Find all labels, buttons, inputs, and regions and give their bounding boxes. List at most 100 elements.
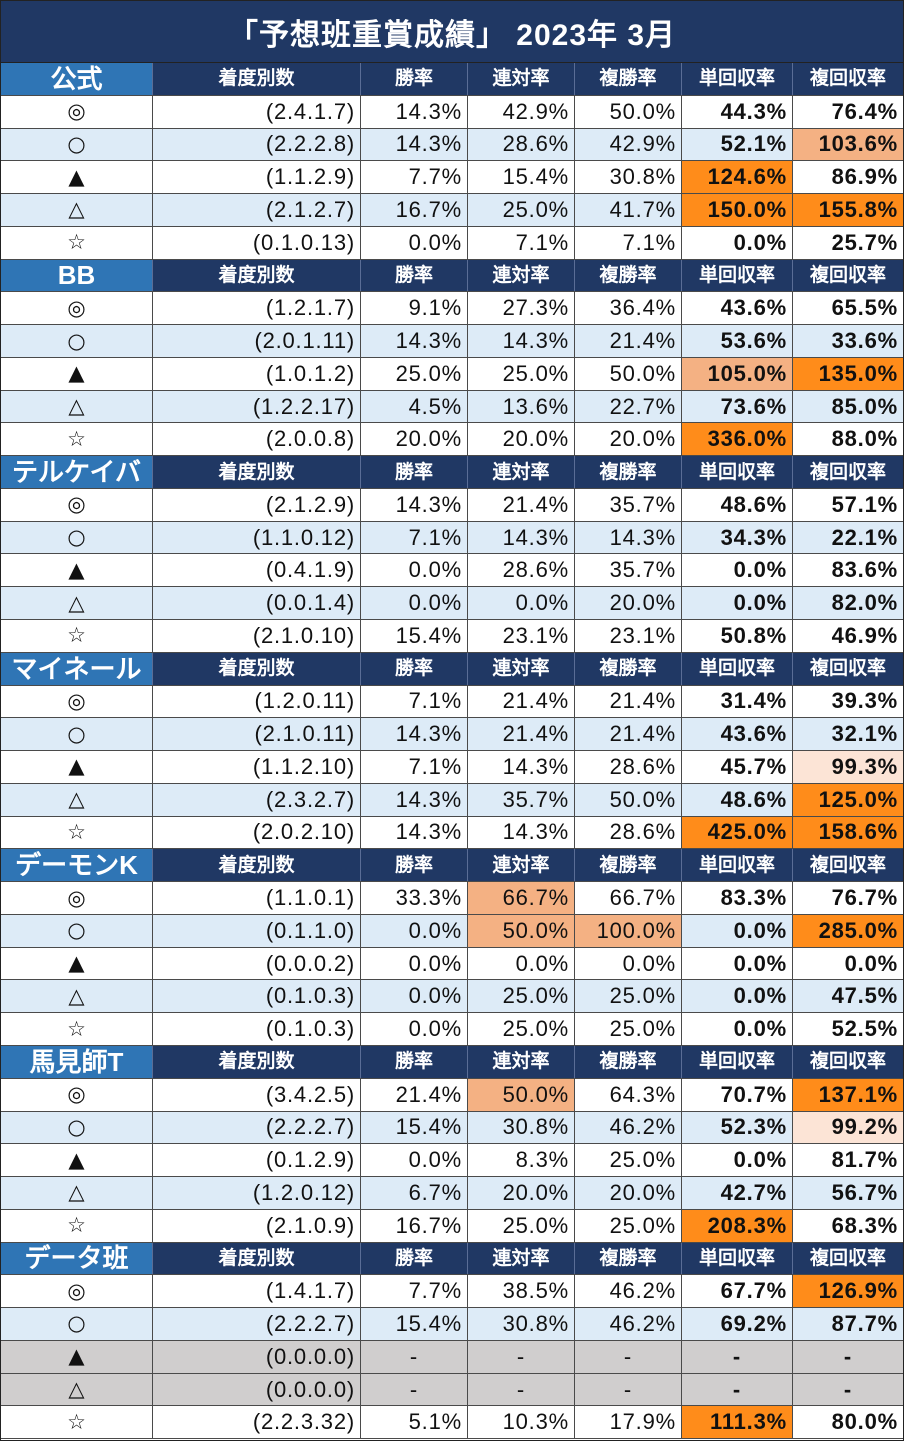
win-return-rate-cell: 73.6% — [682, 390, 793, 423]
quinella-rate-cell: 25.0% — [468, 1209, 575, 1242]
quinella-rate-cell: 28.6% — [468, 554, 575, 587]
quinella-rate-cell: 23.1% — [468, 620, 575, 652]
win-rate-cell: 14.3% — [361, 816, 468, 849]
show-rate-cell: 14.3% — [575, 521, 682, 554]
win-rate-cell: 0.0% — [361, 554, 468, 587]
group-header-row: マイネール 着度別数 勝率 連対率 複勝率 単回収率 複回収率 — [1, 652, 903, 686]
show-return-rate-cell: 39.3% — [831, 688, 898, 714]
mark-cell: △ — [1, 587, 153, 620]
mark-cell: ☆ — [1, 423, 153, 456]
mark-cell: ○ — [1, 914, 153, 947]
record-cell: (2.1.0.11) — [153, 718, 361, 751]
show-rate-cell: 66.7% — [575, 882, 682, 914]
win-return-rate-cell: - — [682, 1340, 793, 1373]
show-rate-cell: 0.0% — [575, 947, 682, 980]
predictor-group: デーモンK 着度別数 勝率 連対率 複勝率 単回収率 複回収率 ◎ (1.1.0.1) 33.3%… — [1, 849, 903, 1046]
win-rate-cell: 33.3% — [361, 882, 468, 914]
column-header-show-rate: 複勝率 — [575, 456, 682, 488]
win-return-rate-cell: 336.0% — [682, 423, 793, 456]
win-rate-cell: 4.5% — [361, 390, 468, 423]
column-header-show-return-rate: 複回収率 — [809, 68, 886, 90]
column-header-win-return-rate: 単回収率 — [682, 1045, 793, 1078]
mark-cell: ◎ — [1, 1078, 153, 1111]
win-return-rate-cell: 45.7% — [682, 751, 793, 783]
quinella-rate-cell: 0.0% — [468, 947, 575, 980]
table-row: ☆ (0.1.0.13) 0.0% 7.1% 7.1% 0.0% 25.7% — [1, 226, 903, 260]
mark-cell: ○ — [1, 718, 153, 751]
win-return-rate-cell: 50.8% — [682, 620, 793, 652]
mark-cell: △ — [1, 1177, 153, 1209]
mark-cell: ☆ — [1, 620, 153, 652]
win-rate-cell: 0.0% — [361, 1013, 468, 1045]
win-rate-cell: 7.1% — [361, 751, 468, 783]
show-return-rate-cell: 56.7% — [831, 1179, 898, 1205]
column-header-quinella-rate: 連対率 — [468, 1045, 575, 1078]
mark-cell: △ — [1, 783, 153, 816]
table-row: △ (0.0.0.0) - - - - - — [1, 1373, 903, 1407]
table-row: ◎ (1.2.1.7) 9.1% 27.3% 36.4% 43.6% 65.5% — [1, 292, 903, 326]
win-rate-cell: 0.0% — [361, 947, 468, 980]
table-row: ○ (2.2.2.7) 15.4% 30.8% 46.2% 69.2% 87.7% — [1, 1308, 903, 1341]
table-row: ◎ (1.4.1.7) 7.7% 38.5% 46.2% 67.7% 126.9% — [1, 1275, 903, 1309]
record-cell: (0.0.0.0) — [153, 1373, 361, 1406]
record-cell: (0.1.0.13) — [153, 226, 361, 259]
show-return-rate-cell: 0.0% — [844, 950, 898, 976]
mark-cell: ○ — [1, 325, 153, 357]
show-rate-cell: 36.4% — [575, 292, 682, 325]
show-return-rate-cell: 46.9% — [831, 622, 898, 648]
record-cell: (1.1.0.12) — [153, 521, 361, 554]
win-return-rate-cell: 67.7% — [682, 1275, 793, 1308]
column-header-win-rate: 勝率 — [361, 652, 468, 685]
win-return-rate-cell: 425.0% — [682, 816, 793, 849]
show-rate-cell: 22.7% — [575, 390, 682, 423]
mark-cell: △ — [1, 1373, 153, 1406]
group-header-row: テルケイバ 着度別数 勝率 連対率 複勝率 単回収率 複回収率 — [1, 456, 903, 489]
table-row: △ (0.1.0.3) 0.0% 25.0% 25.0% 0.0% 47.5% — [1, 980, 903, 1014]
column-header-show-rate: 複勝率 — [575, 1242, 682, 1275]
column-header-show-return-rate: 複回収率 — [809, 264, 886, 286]
win-rate-cell: 0.0% — [361, 980, 468, 1013]
column-header-quinella-rate: 連対率 — [468, 259, 575, 292]
column-header-win-rate: 勝率 — [361, 259, 468, 292]
predictor-group: テルケイバ 着度別数 勝率 連対率 複勝率 単回収率 複回収率 ◎ (2.1.2.9) 14.3%… — [1, 456, 903, 653]
quinella-rate-cell: 7.1% — [468, 226, 575, 259]
quinella-rate-cell: 42.9% — [468, 95, 575, 128]
show-rate-cell: 20.0% — [575, 587, 682, 620]
show-rate-cell: 25.0% — [575, 1013, 682, 1045]
quinella-rate-cell: 66.7% — [468, 882, 575, 914]
record-cell: (0.1.0.3) — [153, 980, 361, 1013]
show-return-rate-cell: 126.9% — [793, 1275, 903, 1308]
show-rate-cell: 35.7% — [575, 488, 682, 521]
table-row: △ (0.0.1.4) 0.0% 0.0% 20.0% 0.0% 82.0% — [1, 587, 903, 621]
mark-cell: ☆ — [1, 816, 153, 849]
column-header-record: 着度別数 — [153, 652, 361, 685]
quinella-rate-cell: 30.8% — [468, 1308, 575, 1340]
table-row: ▲ (1.1.2.10) 7.1% 14.3% 28.6% 45.7% 99.3% — [1, 751, 903, 784]
table-row: ○ (2.1.0.11) 14.3% 21.4% 21.4% 43.6% 32.1% — [1, 718, 903, 752]
win-return-rate-cell: 52.3% — [682, 1111, 793, 1144]
win-rate-cell: 0.0% — [361, 914, 468, 947]
show-return-rate-cell: 99.3% — [793, 751, 903, 783]
column-header-quinella-rate: 連対率 — [468, 849, 575, 882]
mark-cell: ☆ — [1, 1013, 153, 1045]
column-header-show-return-rate: 複回収率 — [809, 854, 886, 876]
table-row: ◎ (3.4.2.5) 21.4% 50.0% 64.3% 70.7% 137.1% — [1, 1078, 903, 1112]
show-return-rate-cell: 68.3% — [831, 1212, 898, 1238]
quinella-rate-cell: 25.0% — [468, 357, 575, 390]
table-row: ▲ (1.0.1.2) 25.0% 25.0% 50.0% 105.0% 135.0% — [1, 357, 903, 391]
win-return-rate-cell: 70.7% — [682, 1078, 793, 1111]
results-table: 公式 着度別数 勝率 連対率 複勝率 単回収率 複回収率 ◎ (2.4.1.7) 14.3% 42.… — [1, 63, 903, 1440]
record-cell: (1.2.1.7) — [153, 292, 361, 325]
show-rate-cell: 17.9% — [575, 1406, 682, 1439]
table-row: ☆ (2.1.0.10) 15.4% 23.1% 23.1% 50.8% 46.9% — [1, 620, 903, 653]
mark-cell: ☆ — [1, 226, 153, 259]
quinella-rate-cell: 27.3% — [468, 292, 575, 325]
win-rate-cell: 9.1% — [361, 292, 468, 325]
mark-cell: △ — [1, 194, 153, 226]
show-rate-cell: 46.2% — [575, 1308, 682, 1340]
win-return-rate-cell: 52.1% — [682, 128, 793, 161]
record-cell: (1.0.1.2) — [153, 357, 361, 390]
win-return-rate-cell: 124.6% — [682, 161, 793, 194]
win-rate-cell: 14.3% — [361, 95, 468, 128]
record-cell: (0.0.0.0) — [153, 1340, 361, 1373]
